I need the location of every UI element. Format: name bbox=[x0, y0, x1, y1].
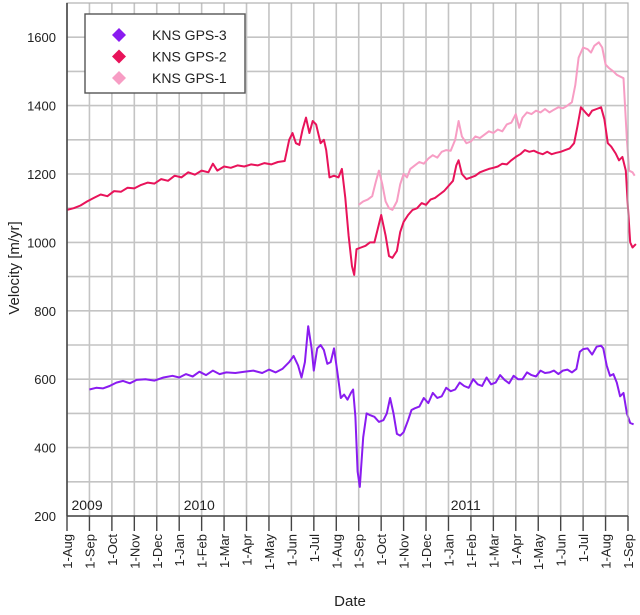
x-tick-label: 1-May bbox=[262, 534, 277, 571]
legend-diamond-icon bbox=[112, 49, 126, 64]
x-tick-label: 1-Nov bbox=[127, 534, 142, 569]
x-tick-label: 1-Jun bbox=[284, 534, 299, 567]
x-tick-label: 1-Apr bbox=[509, 533, 524, 565]
y-tick-label: 600 bbox=[34, 372, 56, 387]
x-tick-label: 1-Mar bbox=[217, 533, 232, 568]
legend-diamond-icon bbox=[112, 71, 126, 85]
x-tick-label: 1-Jan bbox=[172, 534, 187, 567]
x-tick-label: 1-Sep bbox=[621, 534, 636, 569]
legend: KNS GPS-3 KNS GPS-2 KNS GPS-1 bbox=[84, 13, 246, 94]
legend-label: KNS GPS-1 bbox=[152, 70, 227, 86]
x-tick-label: 1-Oct bbox=[105, 534, 120, 566]
x-tick-label: 1-Sep bbox=[352, 534, 367, 569]
year-labels: 2009 2010 2011 bbox=[71, 497, 481, 513]
x-tick-label: 1-Jul bbox=[307, 534, 322, 562]
y-tick-label: 1400 bbox=[27, 99, 56, 114]
x-axis-title: Date bbox=[334, 593, 366, 610]
legend-diamond-icon bbox=[112, 28, 126, 42]
data-series bbox=[66, 41, 637, 488]
y-tick-label: 1200 bbox=[27, 167, 56, 182]
y-axis-title: Velocity [m/yr] bbox=[6, 221, 23, 314]
year-label: 2010 bbox=[184, 497, 215, 513]
x-tick-label: 1-Aug bbox=[599, 534, 614, 569]
series-kns-gps-1 bbox=[358, 41, 636, 211]
x-tick-label: 1-Feb bbox=[464, 534, 479, 568]
legend-label: KNS GPS-2 bbox=[152, 49, 227, 65]
year-label: 2009 bbox=[71, 497, 102, 513]
legend-box bbox=[84, 13, 246, 94]
x-tick-label: 1-Dec bbox=[419, 534, 434, 569]
x-tick-label: 1-Nov bbox=[397, 534, 412, 569]
y-tick-label: 200 bbox=[34, 509, 56, 524]
x-tick-label: 1-Feb bbox=[195, 534, 210, 568]
y-tick-label: 1600 bbox=[27, 30, 56, 45]
x-tick-label: 1-Oct bbox=[374, 534, 389, 566]
y-tick-label: 1000 bbox=[27, 235, 56, 250]
y-tick-label: 400 bbox=[34, 441, 56, 456]
x-tick-label: 1-May bbox=[531, 534, 546, 571]
y-tick-label: 800 bbox=[34, 304, 56, 319]
plot-frame bbox=[66, 2, 629, 517]
x-tick-label: 1-Dec bbox=[150, 534, 165, 569]
x-tick-label: 1-Mar bbox=[486, 533, 501, 568]
year-label: 2011 bbox=[451, 497, 481, 513]
x-tick-label: 1-Jun bbox=[554, 534, 569, 567]
x-tick-label: 1-Jan bbox=[441, 534, 456, 567]
series-kns-gps-2 bbox=[66, 106, 637, 276]
x-tick-label: 1-Aug bbox=[329, 534, 344, 569]
legend-label: KNS GPS-3 bbox=[152, 27, 227, 43]
x-tick-label: 1-Aug bbox=[60, 534, 75, 569]
x-axis-ticks: 1-Aug 1-Sep 1-Oct 1-Nov 1-Dec 1-Jan 1-Feb 1-Mar… bbox=[60, 516, 636, 570]
x-tick-label: 1-Apr bbox=[240, 533, 255, 565]
y-axis-ticks: 200 400 600 800 1000 1200 1400 1600 bbox=[27, 30, 56, 524]
x-tick-label: 1-Jul bbox=[576, 534, 591, 562]
series-kns-gps-3 bbox=[89, 325, 634, 488]
x-tick-label: 1-Sep bbox=[82, 534, 97, 569]
